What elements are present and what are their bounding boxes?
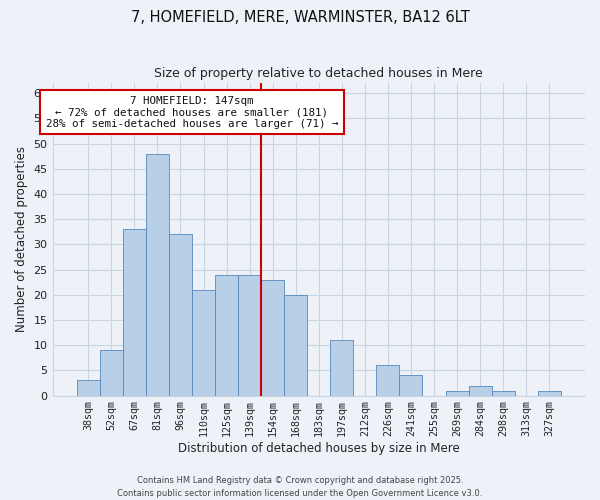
Text: Contains HM Land Registry data © Crown copyright and database right 2025.
Contai: Contains HM Land Registry data © Crown c… [118, 476, 482, 498]
Y-axis label: Number of detached properties: Number of detached properties [15, 146, 28, 332]
Bar [238, 274, 261, 396]
Bar [100, 350, 123, 396]
X-axis label: Distribution of detached houses by size in Mere: Distribution of detached houses by size … [178, 442, 460, 455]
Bar [261, 280, 284, 396]
Bar [192, 290, 215, 396]
Bar [284, 295, 307, 396]
Bar [400, 376, 422, 396]
Text: 7 HOMEFIELD: 147sqm
← 72% of detached houses are smaller (181)
28% of semi-detac: 7 HOMEFIELD: 147sqm ← 72% of detached ho… [46, 96, 338, 129]
Bar [330, 340, 353, 396]
Bar [469, 386, 491, 396]
Bar [491, 390, 515, 396]
Title: Size of property relative to detached houses in Mere: Size of property relative to detached ho… [154, 68, 483, 80]
Bar [215, 274, 238, 396]
Text: 7, HOMEFIELD, MERE, WARMINSTER, BA12 6LT: 7, HOMEFIELD, MERE, WARMINSTER, BA12 6LT [131, 10, 469, 25]
Bar [446, 390, 469, 396]
Bar [538, 390, 561, 396]
Bar [77, 380, 100, 396]
Bar [169, 234, 192, 396]
Bar [123, 229, 146, 396]
Bar [146, 154, 169, 396]
Bar [376, 366, 400, 396]
